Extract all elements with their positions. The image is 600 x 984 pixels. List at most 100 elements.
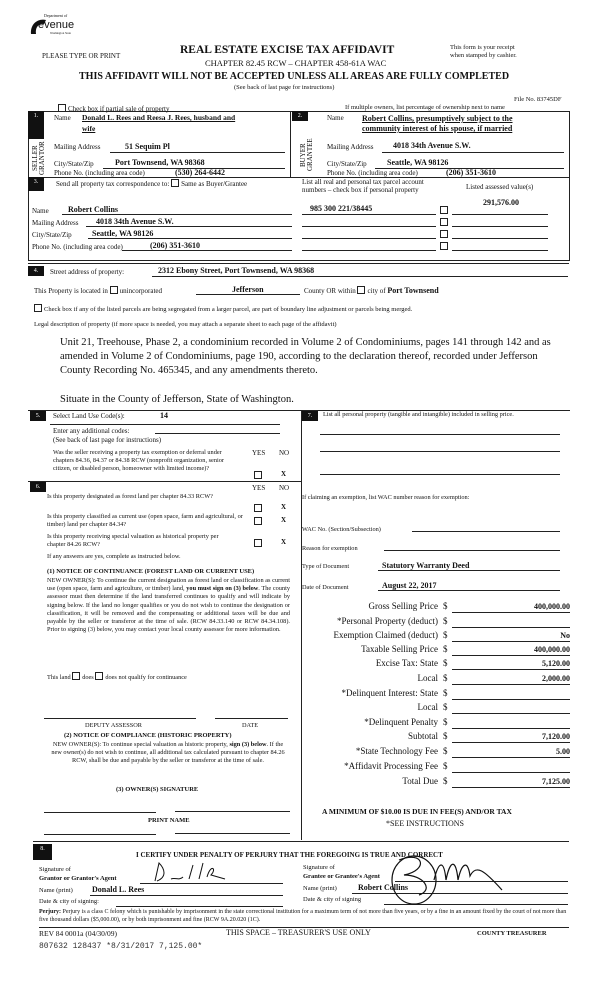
situate-text: Situate in the County of Jefferson, Stat… xyxy=(60,394,294,405)
yes-checkbox[interactable] xyxy=(254,517,262,525)
yes-checkbox[interactable] xyxy=(254,504,262,512)
label: Perjury: xyxy=(39,909,61,915)
yes-checkbox[interactable] xyxy=(254,539,262,547)
receipt-note: This form is your receipt xyxy=(450,44,515,51)
please-type: PLEASE TYPE OR PRINT xyxy=(42,52,121,60)
city-checkbox[interactable] xyxy=(357,286,366,294)
fee-value-field[interactable]: 2,000.00 xyxy=(452,674,570,685)
current-use-question: Is this property classified as current u… xyxy=(47,513,243,529)
does-not-checkbox[interactable] xyxy=(95,672,104,680)
buyer-name-field[interactable]: community interest of his spouse, if mar… xyxy=(362,124,513,133)
parcel-number-field[interactable]: 985 300 221/38445 xyxy=(310,204,373,213)
label: Street address of property: xyxy=(50,268,125,276)
fee-label: *Personal Property (deduct) xyxy=(337,616,438,626)
grantor-print-name-field[interactable]: Donald L. Rees xyxy=(92,885,145,894)
personal-property-checkbox[interactable] xyxy=(440,206,448,214)
fee-value-field[interactable]: 400,000.00 xyxy=(452,602,570,613)
seller-phone-field[interactable]: (530) 264-6442 xyxy=(175,168,225,177)
fee-row: *Affidavit Processing Fee $ xyxy=(330,761,570,775)
label: Phone No. (including area code) xyxy=(32,243,123,251)
grantee-signature[interactable] xyxy=(384,842,514,908)
label: NO xyxy=(279,484,290,492)
logo-state: Washington State xyxy=(50,31,72,35)
chapter-line: CHAPTER 82.45 RCW – CHAPTER 458-61A WAC xyxy=(205,58,387,68)
divider xyxy=(290,111,291,177)
seller-city-field[interactable]: Port Townsend, WA 98368 xyxy=(115,158,205,167)
personal-property-checkbox[interactable] xyxy=(440,218,448,226)
document-type-field[interactable]: Statutory Warranty Deed xyxy=(382,561,470,570)
notice-text: NEW OWNER(S): To continue the current de… xyxy=(47,577,290,593)
yes-checkbox[interactable] xyxy=(254,471,262,479)
section-5-number: 5. xyxy=(30,411,46,421)
personal-property-checkbox[interactable] xyxy=(440,242,448,250)
seller-address-field[interactable]: 51 Sequim Pl xyxy=(125,142,170,151)
county-field[interactable]: Jefferson xyxy=(232,285,264,294)
fee-value-field[interactable] xyxy=(452,618,570,628)
fee-row: Subtotal $7,120.00 xyxy=(330,731,570,745)
assessed-value-field[interactable]: 291,576.00 xyxy=(483,198,519,207)
dollar-sign: $ xyxy=(443,644,448,654)
buyer-phone-field[interactable]: (206) 351-3610 xyxy=(446,168,496,177)
no-answer[interactable]: X xyxy=(281,503,287,511)
label: DEPUTY ASSESSOR xyxy=(85,722,142,729)
fee-value-field[interactable]: No xyxy=(452,631,570,642)
tax-address-field[interactable]: 4018 34th Avenue S.W. xyxy=(96,217,174,226)
no-answer[interactable]: X xyxy=(281,538,287,546)
fee-value-field[interactable]: 5.00 xyxy=(452,747,570,758)
seller-name-field[interactable]: wife xyxy=(82,124,96,133)
personal-property-checkbox[interactable] xyxy=(440,230,448,238)
buyer-address-field[interactable]: 4018 34th Avenue S.W. xyxy=(393,141,471,150)
label: does not qualify for continuance xyxy=(105,674,187,681)
property-street-field[interactable]: 2312 Ebony Street, Port Townsend, WA 983… xyxy=(158,266,315,275)
divider xyxy=(28,177,569,178)
receipt-note: when stamped by cashier. xyxy=(450,52,517,59)
fee-label: Total Due xyxy=(402,776,438,786)
unincorporated-checkbox[interactable] xyxy=(109,286,118,294)
tax-phone-field[interactable]: (206) 351-3610 xyxy=(150,241,200,250)
notice-text: NEW OWNER(S): To continue special valuat… xyxy=(52,741,230,748)
fee-label: Gross Selling Price xyxy=(368,601,439,611)
fee-label: Taxable Selling Price xyxy=(361,644,438,654)
legal-description[interactable]: Unit 21, Treehouse, Phase 2, a condomini… xyxy=(60,337,551,377)
fee-value-field[interactable]: 5,120.00 xyxy=(452,659,570,670)
no-answer[interactable]: X xyxy=(281,470,287,478)
buyer-city-field[interactable]: Seattle, WA 98126 xyxy=(387,158,449,167)
label: PRINT NAME xyxy=(148,817,190,824)
fee-value-field[interactable] xyxy=(452,704,570,714)
fee-row: Excise Tax: State $5,120.00 xyxy=(330,658,570,672)
land-use-code-field[interactable]: 14 xyxy=(160,411,168,420)
document-date-field[interactable]: August 22, 2017 xyxy=(382,581,437,590)
grantor-signature[interactable] xyxy=(145,859,235,885)
no-answer[interactable]: X xyxy=(281,516,287,524)
tax-city-field[interactable]: Seattle, WA 98126 xyxy=(92,229,154,238)
grantee-print-name-field[interactable]: Robert Collins xyxy=(358,883,408,892)
does-checkbox[interactable] xyxy=(72,672,81,680)
city-field[interactable]: Port Townsend xyxy=(387,286,439,295)
label: This land xyxy=(47,674,71,681)
label: Same as Buyer/Grantee xyxy=(181,180,248,188)
notice-text: sign (3) below xyxy=(229,741,267,748)
buyer-name-field[interactable]: Robert Collins, presumptively subject to… xyxy=(362,114,513,123)
form-title: REAL ESTATE EXCISE TAX AFFIDAVIT xyxy=(180,44,395,56)
fee-value-field[interactable]: 7,125.00 xyxy=(452,777,570,788)
fee-value-field[interactable]: 7,120.00 xyxy=(452,732,570,743)
dollar-sign: $ xyxy=(443,731,448,741)
tax-name-field[interactable]: Robert Collins xyxy=(68,205,118,214)
fee-value-field[interactable]: 400,000.00 xyxy=(452,645,570,656)
notice-text: . If the new owner(s) do not wish to con… xyxy=(51,741,285,765)
fee-value-field[interactable] xyxy=(452,719,570,729)
label: WAC No. (Section/Subsection) xyxy=(302,526,381,533)
label: Name xyxy=(54,114,71,122)
same-as-buyer-checkbox[interactable]: Send all property tax correspondence to:… xyxy=(56,179,247,188)
seller-grantor-label: SELLER GRANTOR xyxy=(31,141,46,175)
section-2-number: 2. xyxy=(292,111,308,121)
seller-name-field[interactable]: Donald L. Rees and Reesa J. Rees, husban… xyxy=(82,113,236,122)
dollar-sign: $ xyxy=(443,658,448,668)
segregated-checkbox[interactable] xyxy=(34,304,42,312)
fee-value-field[interactable] xyxy=(452,690,570,700)
fee-value-field[interactable] xyxy=(452,763,570,773)
fee-label: *Delinquent Interest: State xyxy=(341,688,438,698)
payment-stamp: 807632 128437 *8/31/2017 7,125.00* xyxy=(39,942,203,951)
dollar-sign: $ xyxy=(443,616,448,626)
logo-text: Department of xyxy=(44,13,68,18)
